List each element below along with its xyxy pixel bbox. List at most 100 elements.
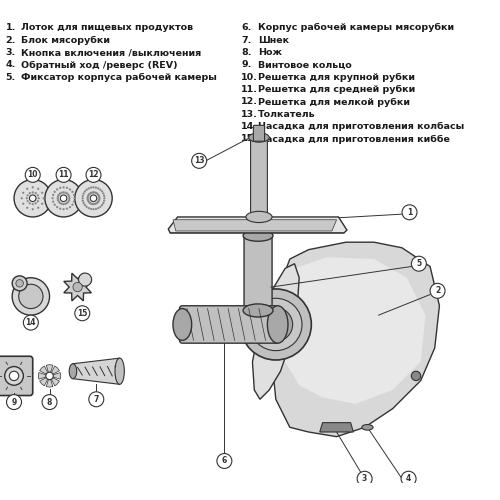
Circle shape <box>102 202 104 204</box>
Circle shape <box>72 190 74 193</box>
Circle shape <box>86 188 88 191</box>
Circle shape <box>22 192 25 194</box>
Text: Решетка для крупной рубки: Решетка для крупной рубки <box>258 73 415 82</box>
Circle shape <box>28 202 31 204</box>
Text: 2: 2 <box>435 286 440 296</box>
Circle shape <box>52 200 54 203</box>
Circle shape <box>16 280 24 287</box>
Circle shape <box>95 202 97 204</box>
Polygon shape <box>282 257 426 404</box>
Circle shape <box>4 366 24 385</box>
Circle shape <box>104 197 106 200</box>
Circle shape <box>74 197 76 200</box>
Text: Блок мясорубки: Блок мясорубки <box>20 36 110 45</box>
Circle shape <box>66 208 68 210</box>
Circle shape <box>58 200 60 203</box>
Circle shape <box>84 190 86 192</box>
Circle shape <box>98 194 100 197</box>
Circle shape <box>67 200 70 203</box>
Polygon shape <box>50 366 59 376</box>
Circle shape <box>62 186 64 188</box>
Circle shape <box>26 197 28 200</box>
FancyBboxPatch shape <box>244 234 272 312</box>
Circle shape <box>88 194 90 196</box>
Text: 6: 6 <box>222 456 227 466</box>
Circle shape <box>412 256 426 271</box>
Circle shape <box>402 205 417 220</box>
Circle shape <box>88 192 91 195</box>
Polygon shape <box>73 358 120 384</box>
Text: 4.: 4. <box>6 60 16 70</box>
Text: Насадка для приготовления колбасы: Насадка для приготовления колбасы <box>258 122 464 131</box>
Text: Толкатель: Толкатель <box>258 110 316 119</box>
FancyBboxPatch shape <box>250 136 268 219</box>
Text: 10.: 10. <box>241 73 258 82</box>
Polygon shape <box>38 372 50 379</box>
Text: 11.: 11. <box>241 85 258 94</box>
Circle shape <box>97 207 100 209</box>
Circle shape <box>75 180 112 217</box>
Ellipse shape <box>362 424 373 430</box>
Text: 8.: 8. <box>241 48 252 57</box>
Circle shape <box>86 196 89 198</box>
Circle shape <box>26 188 29 190</box>
Circle shape <box>57 199 59 201</box>
Text: Фиксатор корпуса рабочей камеры: Фиксатор корпуса рабочей камеры <box>20 73 216 82</box>
Circle shape <box>90 195 97 202</box>
Circle shape <box>192 154 206 168</box>
Text: 6.: 6. <box>241 24 252 32</box>
Circle shape <box>73 194 75 196</box>
Circle shape <box>34 202 37 204</box>
Circle shape <box>66 186 68 189</box>
Circle shape <box>90 192 92 194</box>
Circle shape <box>91 203 94 205</box>
Text: 8: 8 <box>47 398 52 406</box>
Text: Решетка для мелкой рубки: Решетка для мелкой рубки <box>258 98 410 106</box>
Circle shape <box>42 197 45 200</box>
Text: 13: 13 <box>194 156 204 166</box>
Circle shape <box>45 180 82 217</box>
Text: 14: 14 <box>26 318 36 327</box>
Circle shape <box>401 472 416 486</box>
Circle shape <box>96 202 98 204</box>
Circle shape <box>57 196 59 198</box>
Circle shape <box>86 168 101 182</box>
Text: 5: 5 <box>416 259 422 268</box>
Circle shape <box>103 200 106 202</box>
Circle shape <box>59 202 61 204</box>
Ellipse shape <box>69 364 76 378</box>
Circle shape <box>62 203 64 205</box>
Circle shape <box>86 197 88 200</box>
Text: 15: 15 <box>77 309 88 318</box>
Circle shape <box>92 186 94 188</box>
Text: Нож: Нож <box>258 48 282 57</box>
Polygon shape <box>271 242 440 436</box>
Ellipse shape <box>268 306 288 343</box>
FancyBboxPatch shape <box>180 306 278 343</box>
Text: 7: 7 <box>94 395 99 404</box>
Text: Корпус рабочей камеры мясорубки: Корпус рабочей камеры мясорубки <box>258 24 454 32</box>
Circle shape <box>88 188 90 190</box>
Circle shape <box>97 188 100 190</box>
Text: 10: 10 <box>28 170 38 179</box>
Circle shape <box>99 206 102 208</box>
Ellipse shape <box>243 230 273 241</box>
Circle shape <box>94 203 96 205</box>
Circle shape <box>92 191 94 194</box>
Circle shape <box>37 188 40 190</box>
Circle shape <box>67 194 70 196</box>
Circle shape <box>250 298 302 350</box>
Circle shape <box>98 196 100 198</box>
Circle shape <box>101 190 103 192</box>
Circle shape <box>97 201 99 203</box>
Circle shape <box>94 192 96 194</box>
Circle shape <box>102 192 104 194</box>
Text: 3.: 3. <box>6 48 16 57</box>
Circle shape <box>68 199 70 201</box>
Circle shape <box>12 278 50 315</box>
Text: 3: 3 <box>362 474 368 483</box>
Text: 12: 12 <box>88 170 99 179</box>
Circle shape <box>82 194 84 197</box>
Text: 5.: 5. <box>6 73 16 82</box>
Circle shape <box>82 192 85 194</box>
